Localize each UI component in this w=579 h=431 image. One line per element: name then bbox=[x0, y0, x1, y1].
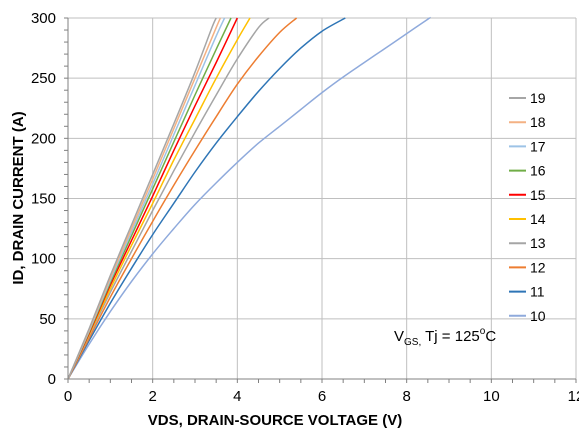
x-tick-label: 10 bbox=[483, 388, 500, 405]
legend-label-18: 18 bbox=[530, 114, 546, 130]
annotation-superscript: o bbox=[480, 326, 486, 337]
y-tick-label: 150 bbox=[31, 191, 56, 208]
x-tick-label: 0 bbox=[64, 388, 72, 405]
annotation-subscript: GS, bbox=[404, 337, 421, 348]
minor-ticks bbox=[64, 17, 577, 383]
series-layer bbox=[67, 16, 431, 380]
annotation-rest: Tj = 125 bbox=[421, 328, 480, 345]
annotation-main: V bbox=[394, 328, 404, 345]
axes bbox=[67, 18, 576, 380]
legend-label-13: 13 bbox=[530, 235, 546, 251]
x-tick-label: 6 bbox=[318, 388, 326, 405]
annotation-unit: C bbox=[485, 328, 496, 345]
legend-label-17: 17 bbox=[530, 138, 546, 154]
y-axis-title: ID, DRAIN CURRENT (A) bbox=[10, 111, 27, 284]
legend-label-15: 15 bbox=[530, 187, 546, 203]
legend-label-14: 14 bbox=[530, 211, 546, 227]
legend-label-10: 10 bbox=[530, 308, 546, 324]
y-tick-label: 200 bbox=[31, 130, 56, 147]
series-line-vgs-13 bbox=[67, 17, 270, 380]
x-tick-label: 8 bbox=[402, 388, 410, 405]
annotation: VGS, Tj = 125oC bbox=[394, 326, 496, 348]
legend-label-19: 19 bbox=[530, 90, 546, 106]
x-tick-label: 2 bbox=[148, 388, 156, 405]
x-tick-label: 12 bbox=[568, 388, 579, 405]
series-line-vgs-19 bbox=[67, 17, 217, 380]
series-line-vgs-10 bbox=[67, 16, 431, 380]
y-tick-label: 50 bbox=[39, 311, 56, 328]
series-line-vgs-11 bbox=[67, 17, 346, 380]
legend-label-16: 16 bbox=[530, 163, 546, 179]
legend: 19 18 17 16 15 14 13 12 11 10 bbox=[509, 90, 546, 324]
y-tick-label: 250 bbox=[31, 70, 56, 87]
y-tick-label: 100 bbox=[31, 251, 56, 268]
y-tick-label: 0 bbox=[48, 371, 56, 388]
tick-labels: 0 2 4 6 8 10 12 0 50 100 150 200 250 300 bbox=[31, 10, 579, 405]
y-tick-label: 300 bbox=[31, 10, 56, 27]
grid bbox=[68, 17, 577, 379]
series-line-vgs-12 bbox=[67, 17, 298, 380]
legend-label-11: 11 bbox=[530, 284, 545, 300]
legend-label-12: 12 bbox=[530, 259, 546, 275]
series-line-vgs-14 bbox=[67, 17, 251, 380]
x-axis-title: VDS, DRAIN-SOURCE VOLTAGE (V) bbox=[148, 412, 402, 429]
x-tick-label: 4 bbox=[233, 388, 241, 405]
